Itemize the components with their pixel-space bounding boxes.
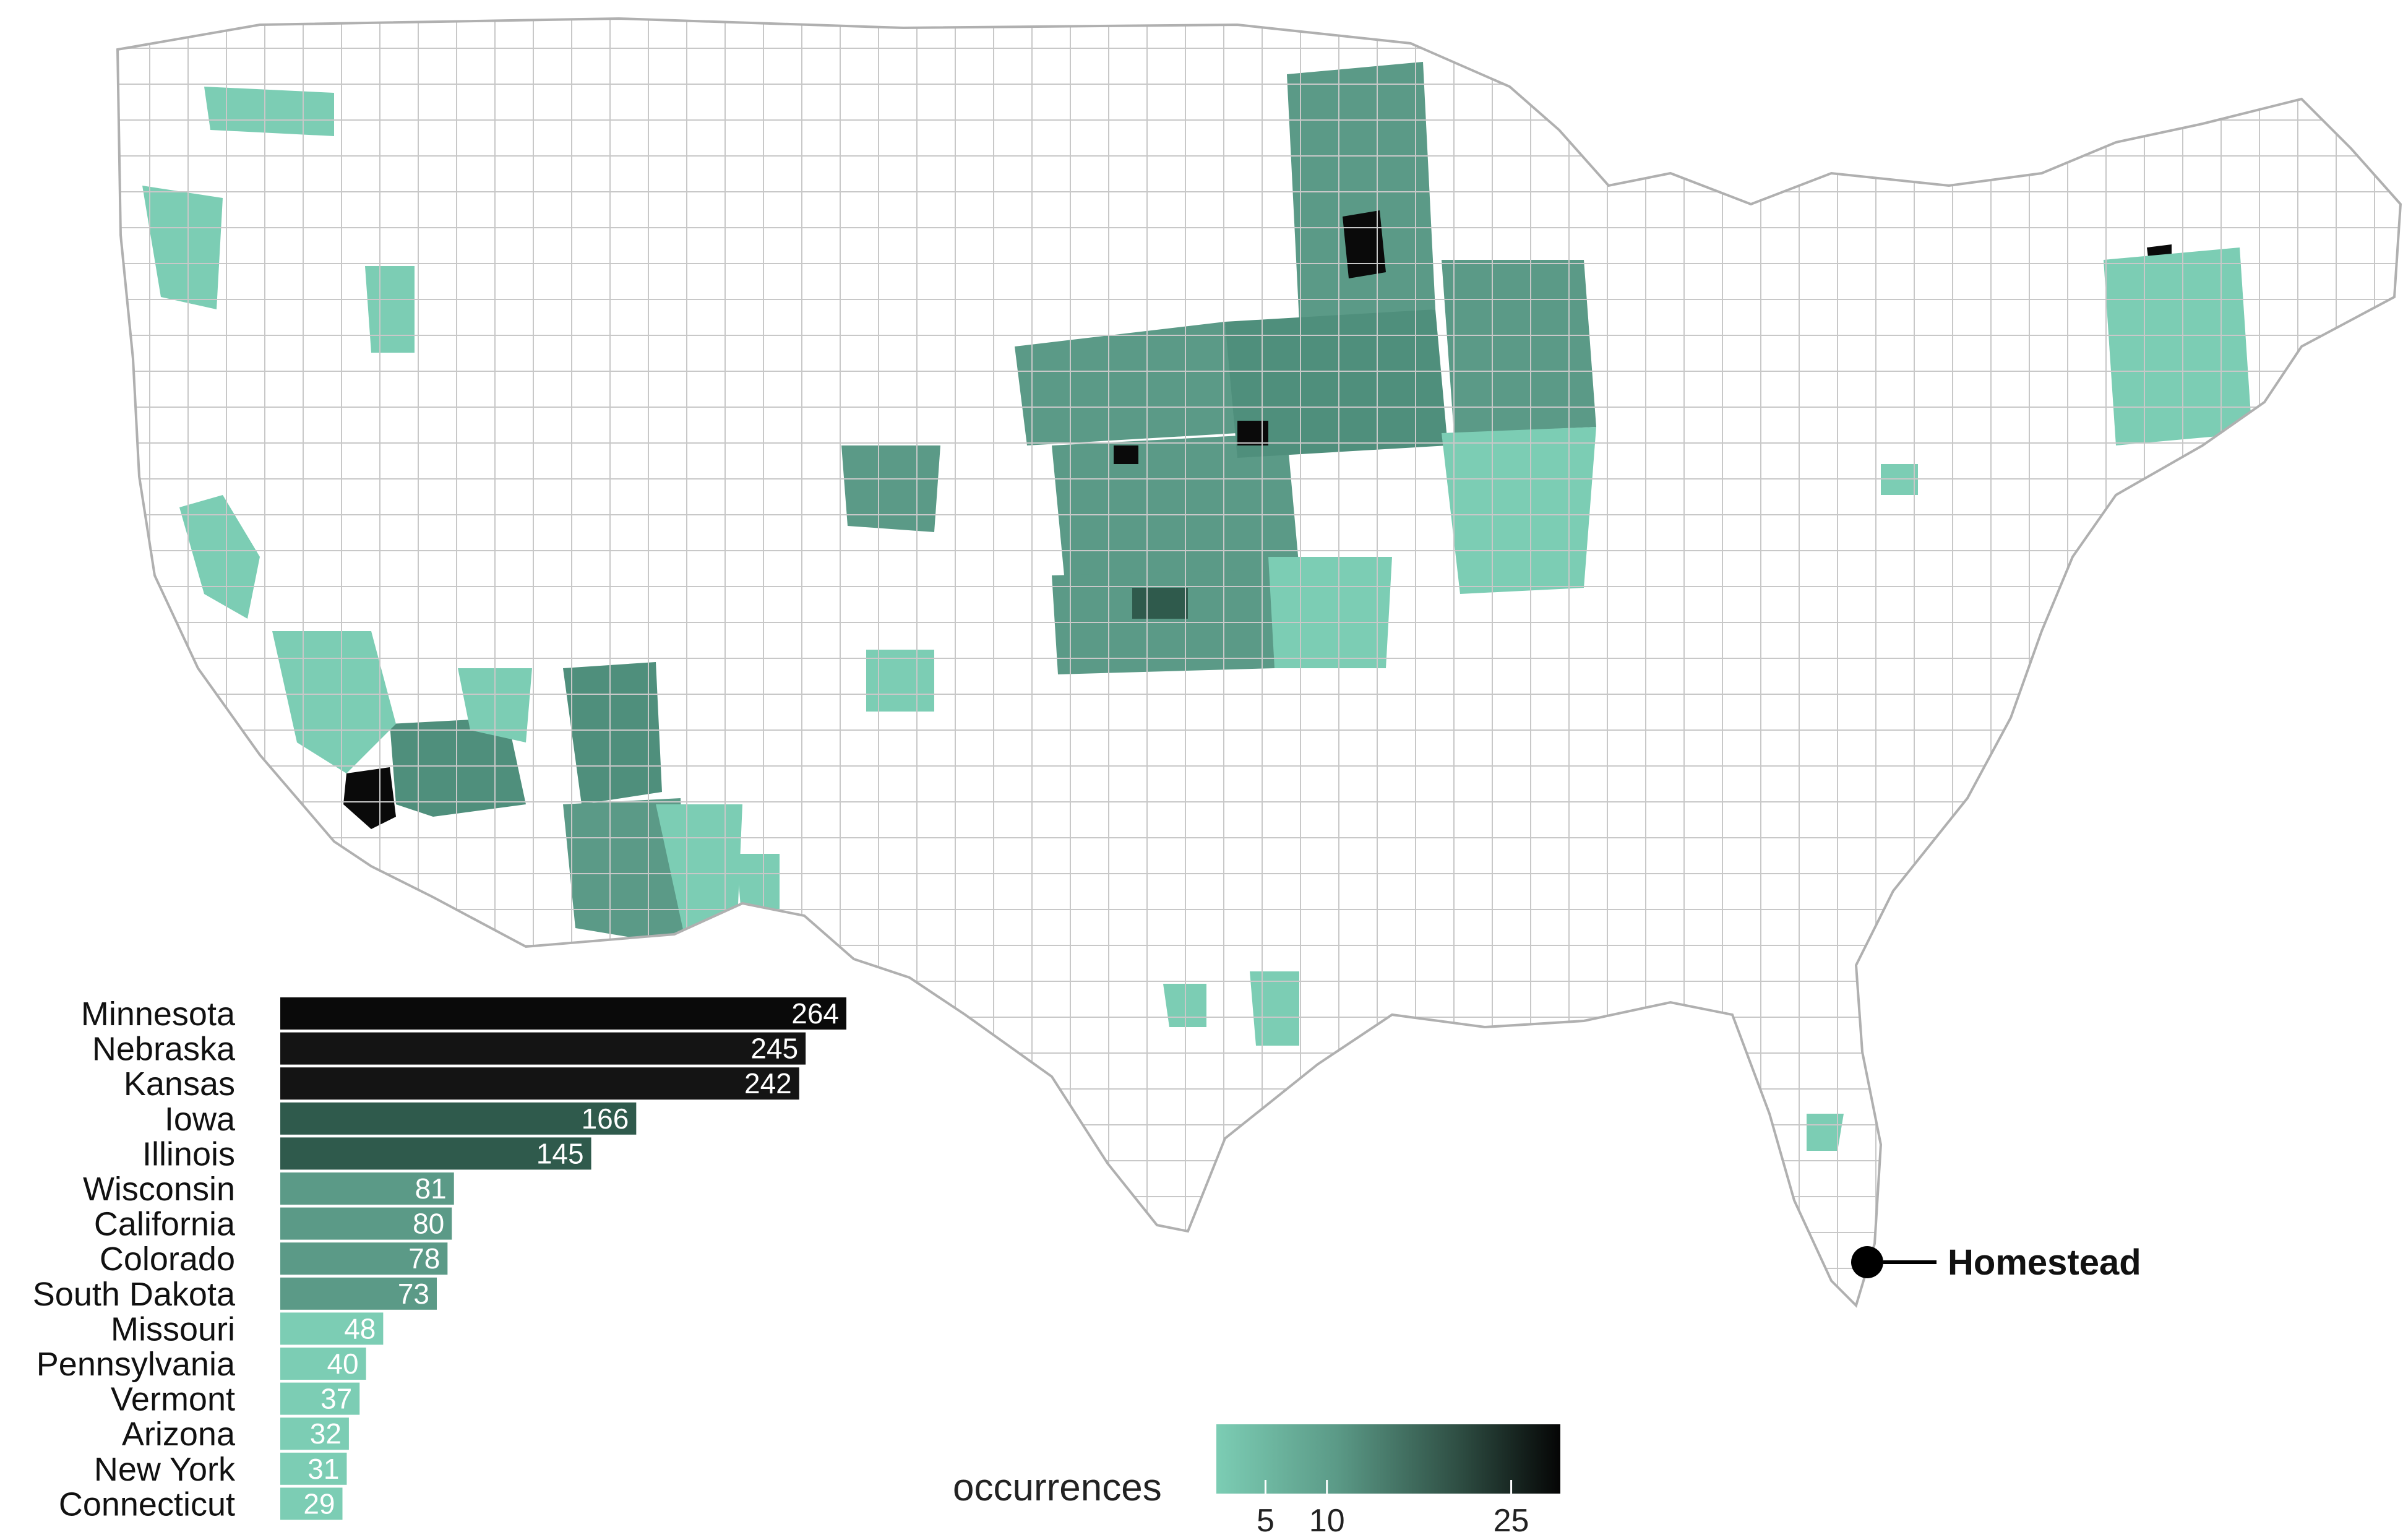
bar-value-label: 48 <box>344 1312 376 1344</box>
county-region-illinois <box>1442 427 1596 594</box>
county-region-san-bernardino <box>390 718 526 817</box>
bar <box>280 1382 360 1415</box>
county-region-nebraska-dark <box>1114 445 1138 464</box>
bar <box>280 1067 799 1100</box>
county-region-idaho <box>365 266 415 353</box>
county-region-missouri <box>1268 557 1392 668</box>
county-region-az-east <box>656 804 742 947</box>
bar-value-label: 166 <box>582 1103 629 1135</box>
bar-category-label: Illinois <box>142 1135 235 1172</box>
bar-value-label: 40 <box>327 1348 358 1380</box>
bar-value-label: 264 <box>791 997 839 1030</box>
homestead-callout: Homestead <box>1851 1242 2141 1283</box>
county-region-iowa <box>1225 309 1448 458</box>
bar-category-label: Vermont <box>111 1381 235 1418</box>
bar-value-label: 81 <box>415 1172 447 1205</box>
bar-value-label: 73 <box>398 1278 429 1310</box>
county-region-ca-central <box>179 495 260 619</box>
bar-value-label: 145 <box>536 1137 584 1169</box>
bar-category-label: Iowa <box>165 1101 236 1138</box>
bar-value-label: 29 <box>303 1487 335 1520</box>
county-region-new-england <box>2104 247 2252 445</box>
legend-tick-label: 5 <box>1257 1503 1275 1539</box>
bar-category-label: California <box>94 1206 236 1243</box>
bar-value-label: 32 <box>310 1417 342 1450</box>
bar-category-label: Connecticut <box>59 1486 235 1523</box>
county-region-colorado <box>841 445 940 532</box>
bar <box>280 1172 454 1205</box>
bar <box>280 1032 806 1065</box>
bar-value-label: 80 <box>413 1208 444 1240</box>
legend-title: occurrences <box>953 1466 1162 1509</box>
bar <box>280 1242 448 1275</box>
county-region-nebraska <box>1052 433 1299 575</box>
county-region-iowa-dark <box>1237 421 1268 445</box>
bar <box>280 1452 347 1485</box>
bar-category-label: Minnesota <box>81 996 236 1033</box>
county-region-minnesota-dark <box>1343 210 1386 278</box>
occurrences-legend: occurrences 5 10 25 <box>953 1424 1560 1539</box>
bar-category-label: Colorado <box>100 1241 235 1278</box>
bar-category-label: Kansas <box>124 1065 235 1103</box>
bar <box>280 1102 637 1135</box>
bar <box>280 1348 366 1380</box>
county-region-oregon <box>142 186 223 309</box>
bar-value-label: 245 <box>750 1033 798 1065</box>
bar-category-label: South Dakota <box>33 1276 236 1313</box>
homestead-marker <box>1851 1246 1883 1278</box>
bar-value-label: 242 <box>744 1067 792 1099</box>
legend-colorbar <box>1216 1424 1560 1494</box>
bar-value-label: 37 <box>320 1383 352 1415</box>
bar <box>280 1417 349 1450</box>
bar <box>280 1207 452 1240</box>
legend-tick-label: 10 <box>1309 1503 1345 1539</box>
bar-category-label: Wisconsin <box>83 1171 235 1208</box>
bar-category-label: Arizona <box>122 1416 236 1453</box>
county-region-la <box>343 767 396 829</box>
county-region-az-north <box>563 662 662 804</box>
county-region-florida <box>1807 1114 1844 1151</box>
bar <box>280 1487 343 1520</box>
homestead-label: Homestead <box>1948 1242 2141 1283</box>
county-region-nm <box>736 854 780 928</box>
bar <box>280 1137 591 1170</box>
bar <box>280 997 846 1030</box>
bar <box>280 1312 384 1345</box>
county-region-texas <box>1250 971 1299 1046</box>
state-bar-chart: Minnesota 264 Nebraska 245 Kansas 242 Iowa 166 I… <box>33 996 846 1523</box>
bar-category-label: New York <box>94 1451 236 1488</box>
legend-ticks: 5 10 25 <box>1257 1480 1529 1539</box>
county-region-wisconsin <box>1442 260 1596 433</box>
bar-category-label: Missouri <box>111 1310 235 1348</box>
bar-category-label: Pennsylvania <box>37 1346 236 1383</box>
bar <box>280 1277 437 1310</box>
legend-tick-label: 25 <box>1494 1503 1529 1539</box>
bar-value-label: 31 <box>307 1453 339 1485</box>
bar-value-label: 78 <box>408 1242 440 1275</box>
county-region-kansas-dark <box>1132 588 1188 619</box>
county-region-pacific-nw <box>204 87 334 136</box>
bar-category-label: Nebraska <box>92 1031 236 1068</box>
